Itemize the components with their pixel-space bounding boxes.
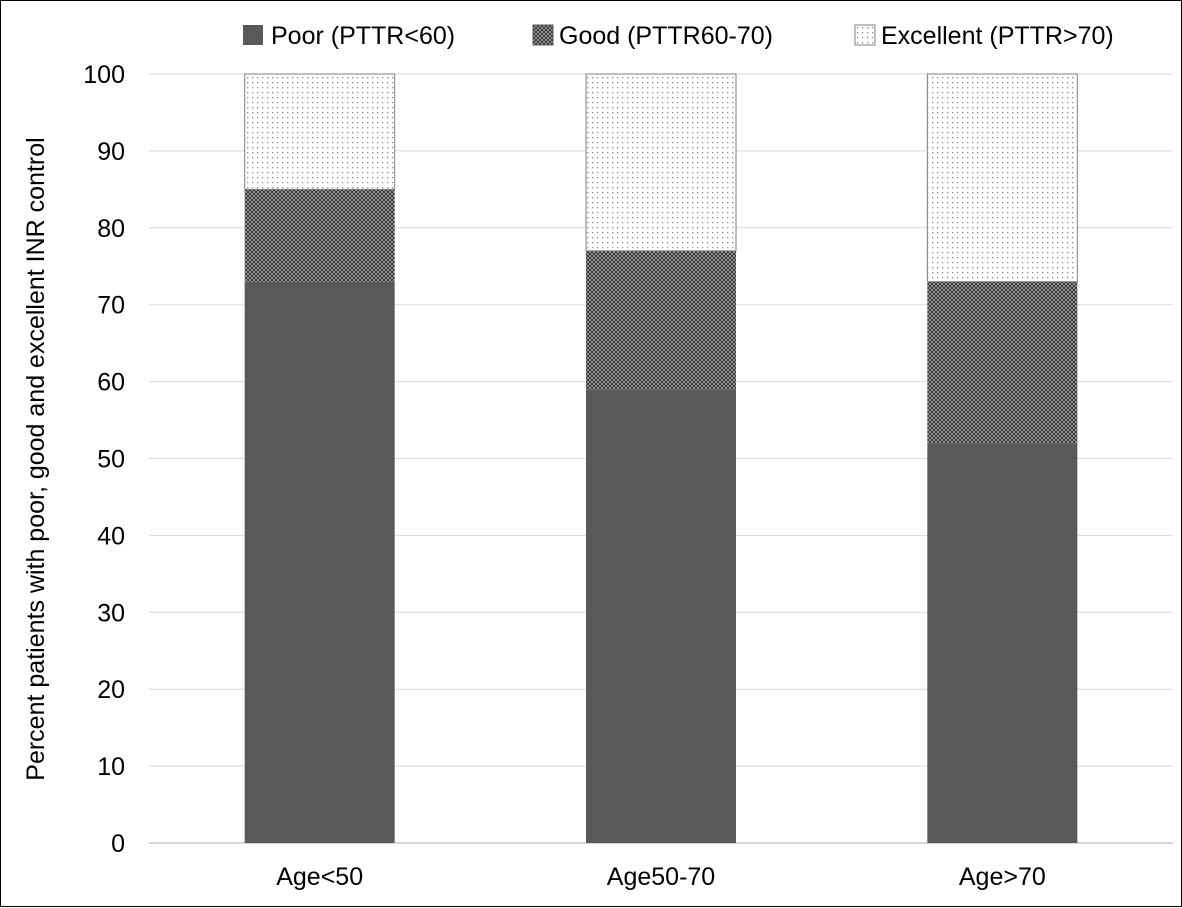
bar-segment-poor [244,281,395,843]
bars [244,73,1078,843]
bar-segment-poor [586,389,736,843]
y-axis-ticks: 0 10 20 30 40 50 60 70 80 90 100 [83,61,125,858]
y-tick-label: 20 [97,676,125,704]
legend-label-excellent: Excellent (PTTR>70) [881,22,1114,50]
y-tick-label: 50 [97,446,125,474]
bar-segment-good [244,189,395,282]
y-tick-label: 60 [97,369,125,397]
bar-segment-good [927,281,1078,444]
y-tick-label: 100 [83,61,125,89]
legend-item-excellent: Excellent (PTTR>70) [854,22,1114,50]
y-tick-label: 40 [97,522,125,550]
y-axis-label: Percent patients with poor, good and exc… [22,137,50,780]
bar-segment-excellent [244,73,396,190]
x-category-label: Age>70 [959,863,1046,891]
x-category-label: Age<50 [276,863,363,891]
legend-item-good: Good (PTTR60-70) [532,22,773,50]
legend-swatch-good [532,24,554,46]
y-tick-label: 70 [97,292,125,320]
bar-segment-excellent [585,73,737,252]
y-tick-label: 0 [111,830,125,858]
x-category-label: Age50-70 [607,863,715,891]
y-tick-label: 80 [97,215,125,243]
y-tick-label: 30 [97,599,125,627]
y-tick-label: 10 [97,753,125,781]
legend-item-poor: Poor (PTTR<60) [243,22,455,50]
legend: Poor (PTTR<60) Good (PTTR60-70) Excellen… [243,22,1114,50]
x-axis-categories: Age<50 Age50-70 Age>70 [276,863,1046,891]
y-tick-label: 90 [97,138,125,166]
legend-swatch-poor [243,25,263,45]
legend-label-poor: Poor (PTTR<60) [271,22,455,50]
bar-segment-good [586,250,736,390]
bar-segment-excellent [926,73,1078,283]
legend-swatch-excellent [854,24,876,46]
bar-segment-poor [927,443,1078,843]
legend-label-good: Good (PTTR60-70) [559,22,773,50]
